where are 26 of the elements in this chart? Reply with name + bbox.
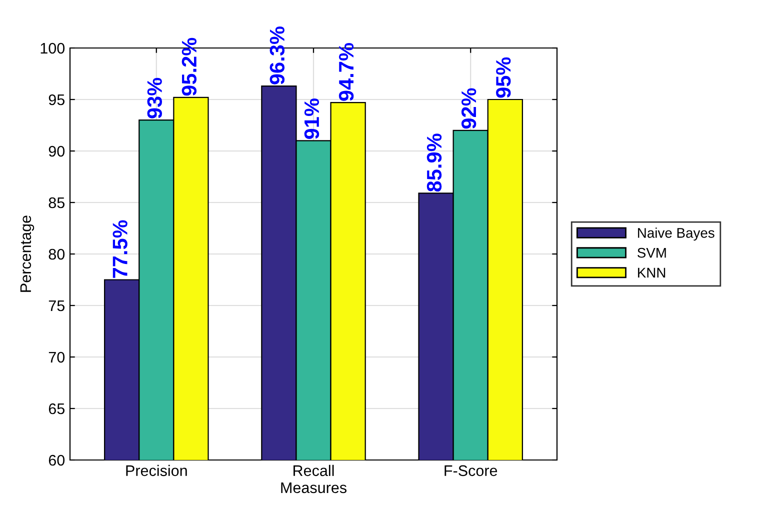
x-tick-label: Precision xyxy=(126,464,187,476)
y-tick-label: 80 xyxy=(48,248,65,260)
legend-label: KNN xyxy=(638,268,666,278)
data-label: 91% xyxy=(304,98,320,139)
y-tick-label: 75 xyxy=(48,300,64,312)
x-tick-label: Recall xyxy=(294,464,334,476)
data-label: 95% xyxy=(496,57,511,98)
data-label: 93% xyxy=(147,78,162,118)
legend-label: SVM xyxy=(638,248,666,258)
data-label: 96.3% xyxy=(270,26,285,84)
x-axis-title: Measures xyxy=(281,482,346,494)
y-tick-label: 85 xyxy=(48,197,64,208)
y-tick-label: 90 xyxy=(48,146,65,157)
y-tick-label: 70 xyxy=(48,352,65,363)
data-label: 77.5% xyxy=(112,220,128,278)
y-tick-label: 100 xyxy=(40,42,65,54)
legend-label: Naive Bayes xyxy=(638,228,714,241)
y-axis-title: Percentage xyxy=(20,216,34,292)
y-tick-label: 95 xyxy=(48,94,64,106)
x-tick-label: F-Score xyxy=(444,465,498,476)
data-label: 92% xyxy=(461,88,476,129)
y-tick-label: 60 xyxy=(48,454,65,466)
data-label: 94.7% xyxy=(338,43,354,101)
data-label: 85.9% xyxy=(426,134,442,192)
data-label: 95.2% xyxy=(182,38,197,96)
y-tick-label: 65 xyxy=(48,403,64,414)
